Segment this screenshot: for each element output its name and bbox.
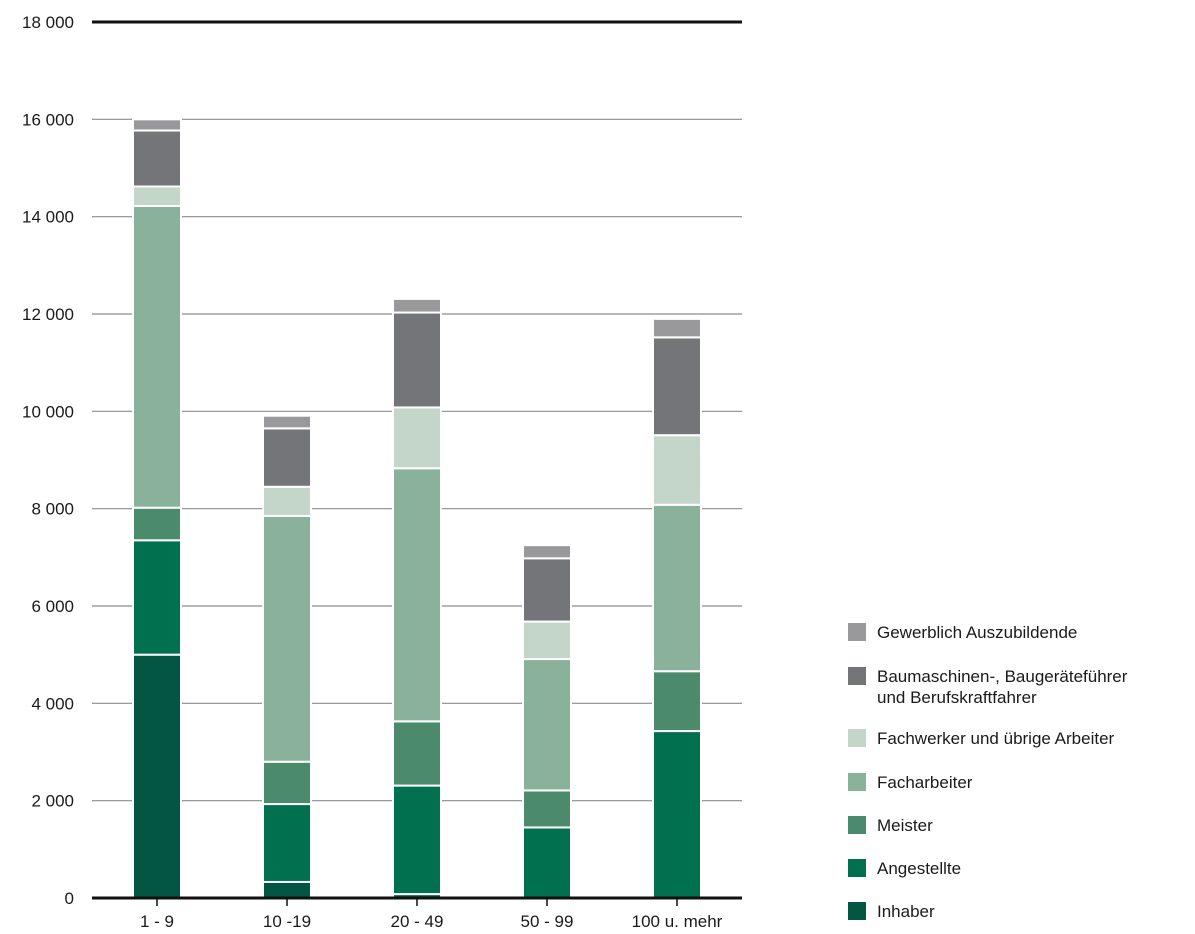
bar-segment: [132, 653, 182, 900]
y-tick-label: 12 000: [22, 305, 74, 324]
y-tick-label: 14 000: [22, 208, 74, 227]
bar-segment: [652, 434, 702, 506]
y-tick-label: 6 000: [31, 597, 74, 616]
bar-stack: [652, 317, 702, 899]
bar-segment: [392, 406, 442, 470]
bar-segment: [132, 185, 182, 207]
bar-segment: [262, 485, 312, 517]
bar-stack: [392, 297, 442, 900]
bar-segment: [652, 670, 702, 733]
legend-label: Inhaber: [877, 902, 935, 921]
bar-segment: [522, 620, 572, 661]
y-tick-label: 0: [65, 889, 74, 908]
legend-swatch: [848, 773, 866, 791]
legend-label: Baumaschinen-, Baugeräteführer und Beruf…: [877, 667, 1128, 707]
legend-label: Angestellte: [877, 859, 962, 878]
bar-segment: [262, 880, 312, 900]
legend-item: Inhaber: [848, 901, 935, 922]
bar-segment: [132, 506, 182, 542]
legend-label: Fachwerker und übrige Arbeiter: [877, 729, 1115, 748]
bar-segment: [392, 720, 442, 787]
bar-segment: [392, 297, 442, 314]
x-tick-label: 1 - 9: [140, 912, 174, 931]
legend-swatch: [848, 859, 866, 877]
bar-segment: [132, 118, 182, 132]
bar-segment: [652, 503, 702, 673]
bar-segment: [652, 336, 702, 437]
bar-stack: [132, 118, 182, 900]
x-tick-labels: 1 - 9 10 -19 20 - 49 50 - 99 100 u. mehr: [140, 898, 723, 931]
bar-segment: [522, 789, 572, 829]
legend-item: Gewerblich Auszubildende: [848, 622, 1077, 643]
x-tick-label: 100 u. mehr: [632, 912, 723, 931]
y-tick-label: 2 000: [31, 792, 74, 811]
legend-swatch: [848, 729, 866, 747]
y-tick-label: 8 000: [31, 500, 74, 519]
bar-segment: [522, 658, 572, 792]
bar-segment: [392, 311, 442, 409]
bar-segment: [522, 544, 572, 560]
bar-segment: [132, 204, 182, 509]
legend-swatch: [848, 667, 866, 685]
x-tick-label: 50 - 99: [521, 912, 574, 931]
bar-stacks: [132, 118, 702, 900]
legend-item: Meister: [848, 815, 933, 836]
bar-segment: [392, 784, 442, 896]
x-tick-label: 20 - 49: [391, 912, 444, 931]
bar-segment: [132, 129, 182, 188]
bar-segment: [262, 414, 312, 430]
legend-item: Angestellte: [848, 858, 961, 879]
bar-segment: [652, 317, 702, 339]
bar-segment: [392, 467, 442, 723]
bar-segment: [522, 826, 572, 899]
y-tick-label: 10 000: [22, 402, 74, 421]
legend-label: Meister: [877, 816, 933, 835]
y-tick-label: 16 000: [22, 110, 74, 129]
bar-segment: [262, 760, 312, 806]
bar-stack: [522, 544, 572, 899]
bar-segment: [132, 539, 182, 656]
legend-swatch: [848, 623, 866, 641]
bar-segment: [652, 730, 702, 899]
legend-item: Facharbeiter: [848, 772, 972, 793]
x-tick-label: 10 -19: [263, 912, 311, 931]
bar-segment: [262, 427, 312, 488]
legend-swatch: [848, 902, 866, 920]
bar-stack: [262, 414, 312, 900]
bar-segment: [262, 514, 312, 763]
legend-item: Fachwerker und übrige Arbeiter: [848, 728, 1114, 749]
legend-swatch: [848, 816, 866, 834]
y-tick-label: 4 000: [31, 694, 74, 713]
bar-segment: [262, 803, 312, 883]
legend-item: Baumaschinen-, Baugeräteführer und Beruf…: [848, 666, 1127, 708]
legend-label: Facharbeiter: [877, 773, 973, 792]
y-tick-label: 18 000: [22, 13, 74, 32]
y-tick-labels: 0 2 000 4 000 6 000 8 000 10 000 12 000 14 000 1…: [22, 13, 74, 908]
legend-label: Gewerblich Auszubildende: [877, 623, 1078, 642]
bar-segment: [522, 557, 572, 623]
